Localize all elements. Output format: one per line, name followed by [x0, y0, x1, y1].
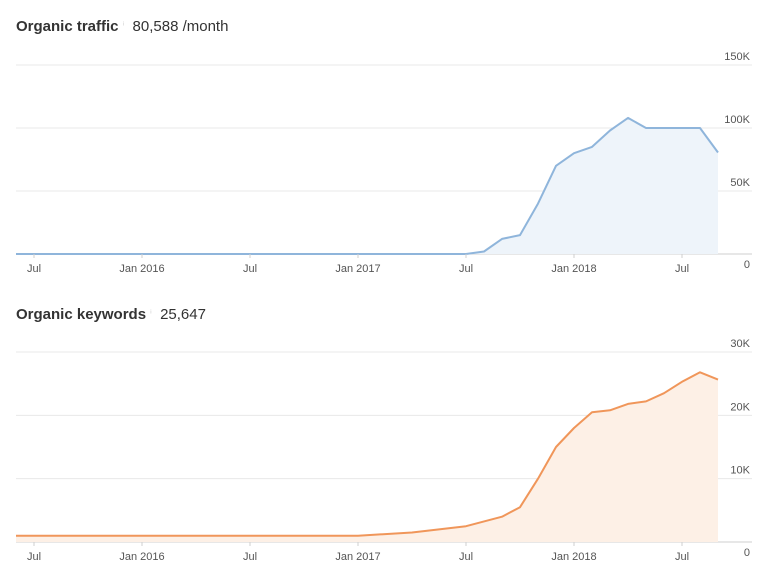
keywords-x-tick-label: Jan 2017 [335, 551, 380, 563]
keywords-y-tick-label: 30K [730, 338, 750, 350]
keywords-x-tick-label: Jul [459, 551, 473, 563]
traffic-label: Organic traffic [16, 18, 119, 35]
traffic-chart: 0 50K 100K 150K Jul Jan 2016 Jul Jan 2017 Jul Jan… [16, 51, 752, 275]
keywords-line [16, 371, 719, 537]
keywords-x-tick-label: Jul [243, 551, 257, 563]
keywords-y-tick-label: 0 [744, 547, 750, 559]
keywords-area [16, 372, 718, 542]
keywords-chart: 0 10K 20K 30K Jul Jan 2016 Jul Jan 2017 Jul Jan 2… [16, 338, 752, 563]
traffic-value: 80,588 /month [132, 18, 229, 35]
traffic-y-tick-label: 0 [744, 259, 750, 271]
keywords-title: Organic keywords ⁱ 25,647 [16, 306, 206, 323]
traffic-x-tick-label: Jul [27, 263, 41, 275]
keywords-label: Organic keywords [16, 306, 147, 323]
traffic-y-tick-label: 50K [730, 177, 750, 189]
traffic-x-tick-label: Jan 2017 [335, 263, 380, 275]
info-icon[interactable]: ⁱ [150, 308, 152, 318]
keywords-y-tick-label: 20K [730, 401, 750, 413]
info-icon[interactable]: ⁱ [122, 20, 125, 30]
keywords-y-tick-label: 10K [730, 465, 750, 477]
traffic-x-tick-label: Jul [675, 263, 689, 275]
keywords-x-tick-label: Jul [675, 551, 689, 563]
traffic-x-tick-label: Jan 2016 [119, 263, 164, 275]
traffic-title: Organic traffic ⁱ 80,588 /month [16, 18, 228, 35]
traffic-line [16, 116, 719, 255]
keywords-x-tick-label: Jan 2016 [119, 551, 164, 563]
traffic-x-tick-label: Jul [459, 263, 473, 275]
keywords-x-tick-label: Jul [27, 551, 41, 563]
keywords-x-tick-label: Jan 2018 [551, 551, 596, 563]
traffic-x-tick-label: Jan 2018 [551, 263, 596, 275]
traffic-y-tick-label: 150K [724, 51, 750, 63]
traffic-area [16, 117, 718, 255]
traffic-x-tick-label: Jul [243, 263, 257, 275]
traffic-y-tick-label: 100K [724, 114, 750, 126]
keywords-value: 25,647 [160, 306, 206, 323]
